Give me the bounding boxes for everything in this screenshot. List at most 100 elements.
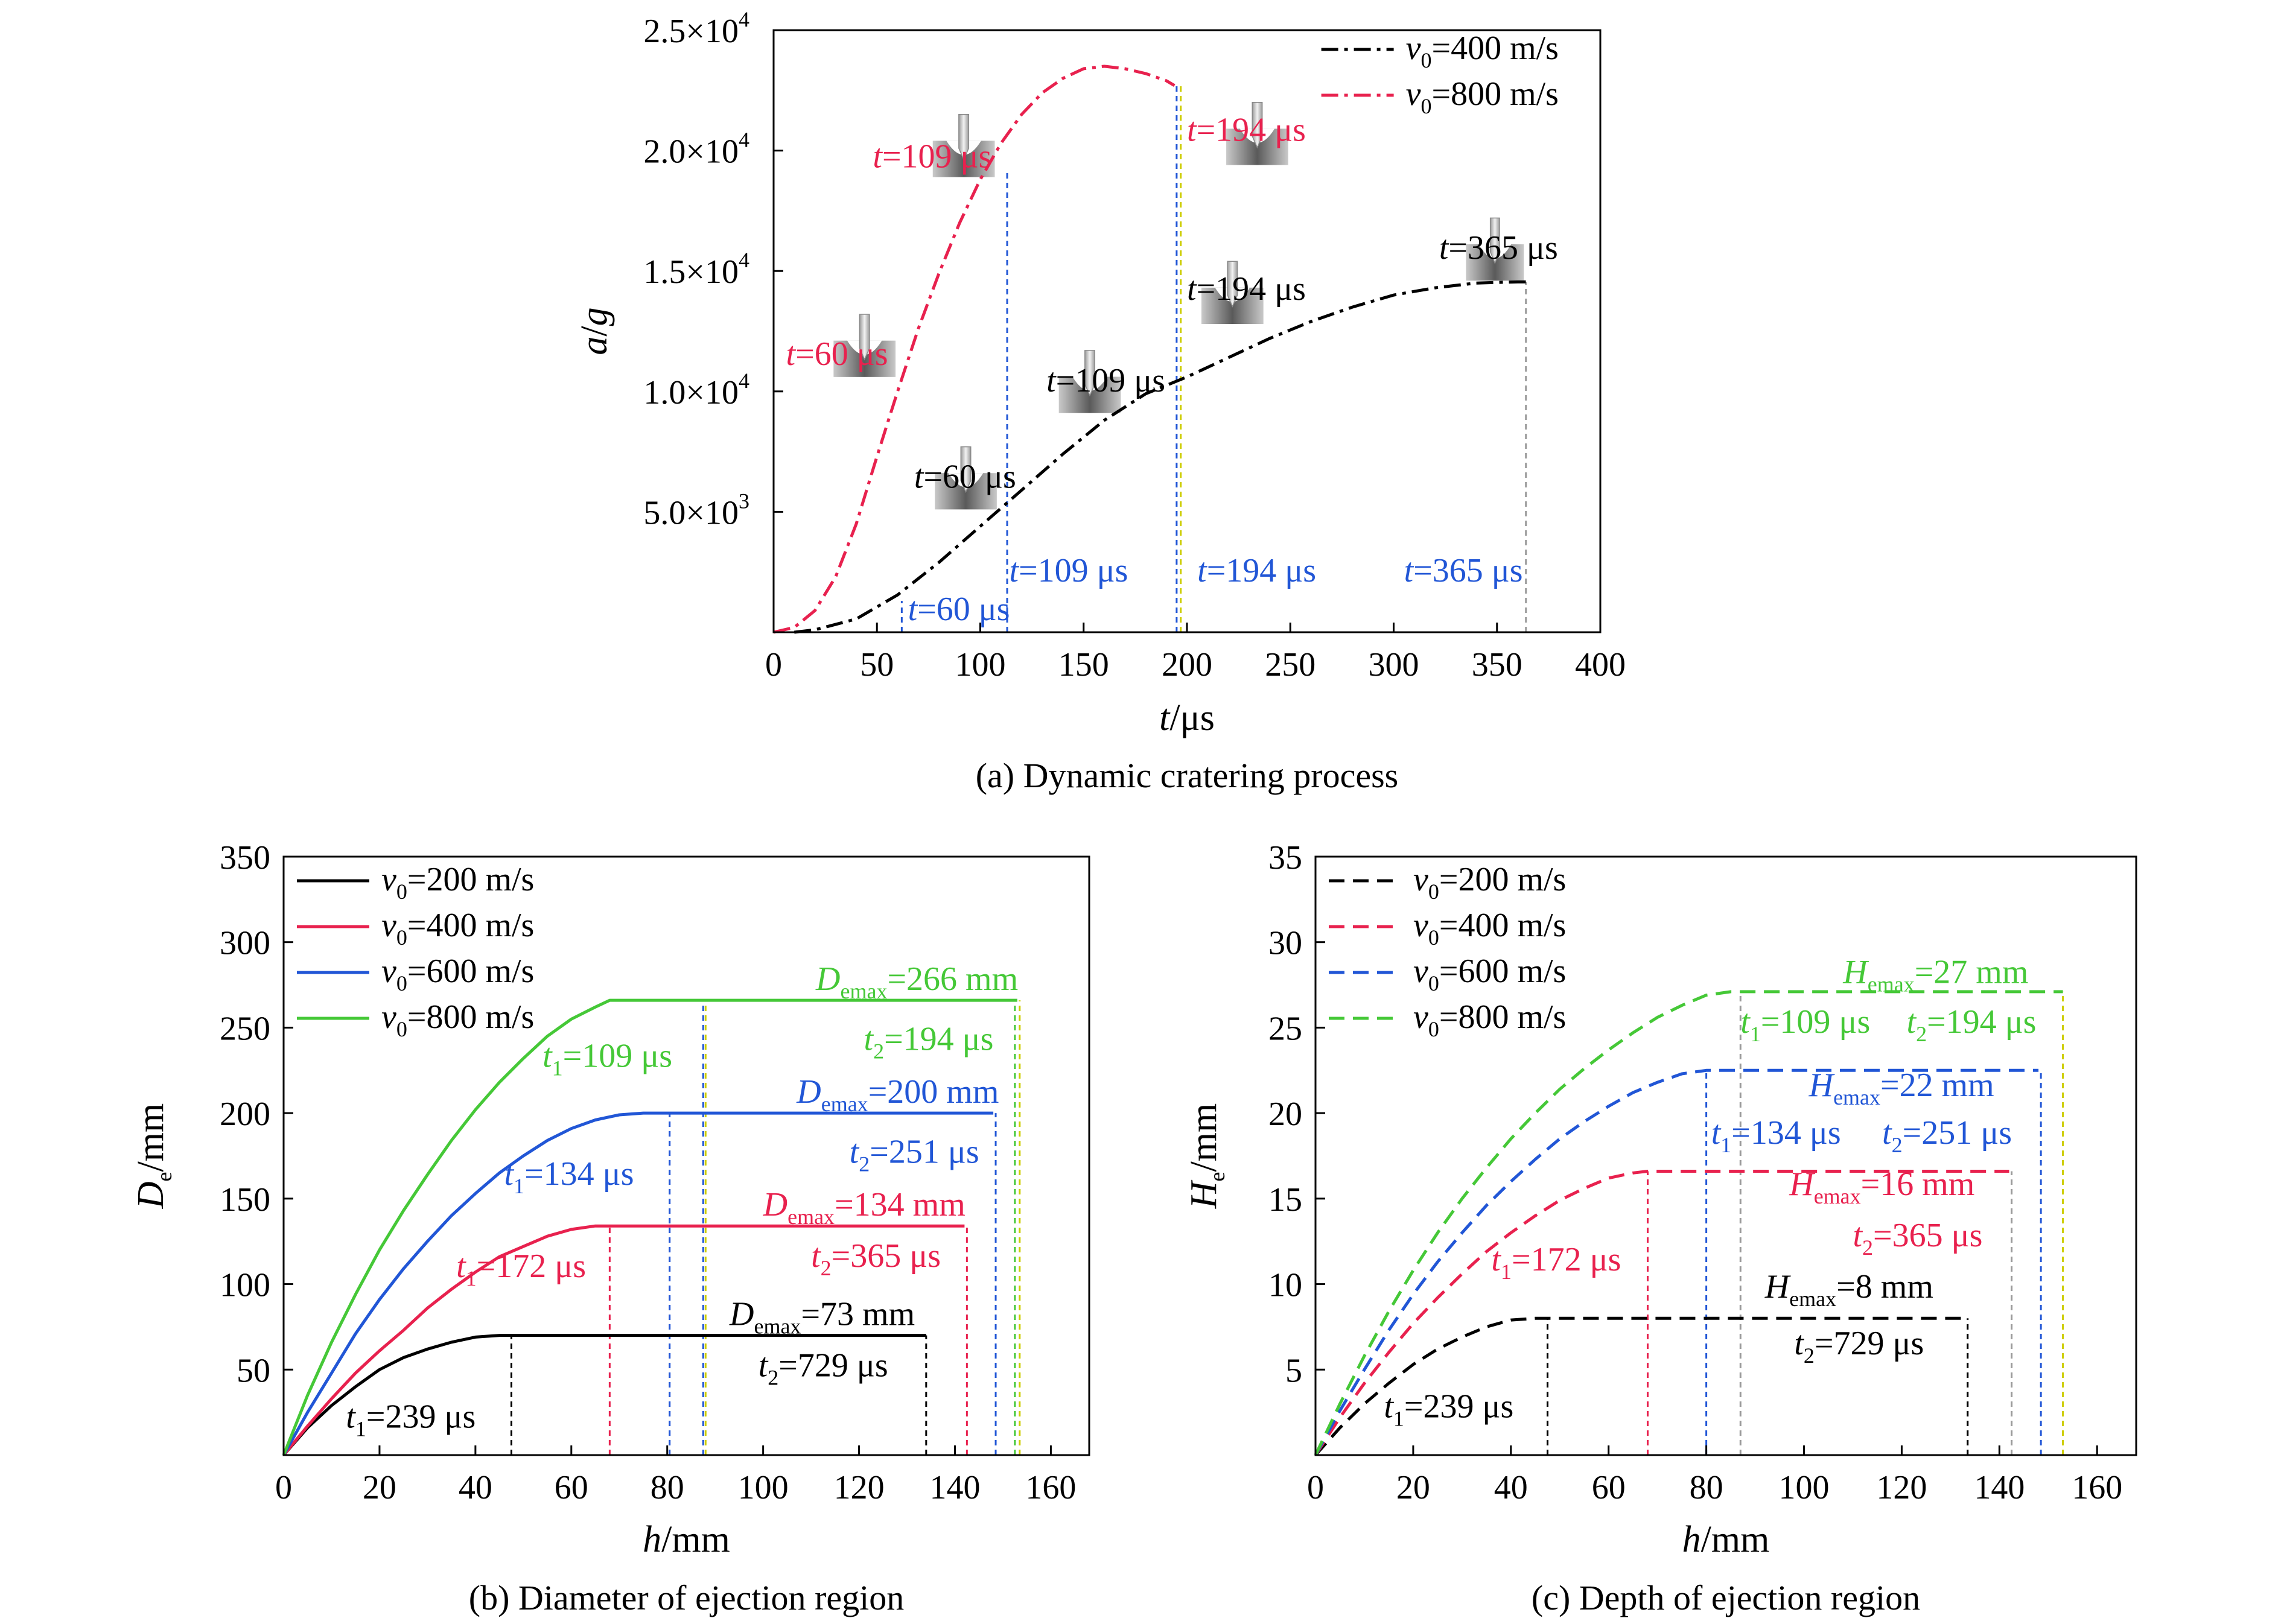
series-line [794,280,1529,634]
annotation-label: t=194 μs [1197,552,1316,589]
crater-snapshot [935,446,997,510]
crater-snapshot [1201,261,1264,325]
x-tick-label: 80 [1690,1469,1723,1506]
x-tick-label: 60 [1592,1469,1626,1506]
x-axis-label: h/mm [643,1519,730,1560]
series-line [1314,1170,2009,1456]
panel-c-depth: 0 20 40 60 80 100 120 140 160 5 10 15 20 25 30 35 Hemax… [1183,839,2137,1617]
series-line [1314,1068,2039,1456]
y-axis-label: De/mm [130,1103,176,1209]
y-tick-label: 2.5×104 [643,7,749,50]
x-axis-label: t/μs [1159,697,1215,738]
x-axis-label: h/mm [1682,1519,1770,1560]
annotation-label: t=194 μs [1187,112,1306,149]
legend-label: v0=800 m/s [1406,75,1559,118]
y-tick-label: 35 [1268,839,1302,877]
caption-b: (b) Diameter of ejection region [469,1578,904,1617]
y-tick-label: 200 [220,1096,270,1133]
y-tick-label: 350 [220,839,270,877]
annotation-label: t=60 μs [908,591,1010,628]
annotation-label: t1=239 μs [346,1398,476,1441]
x-tick-label: 150 [1058,646,1109,684]
x-tick-label: 300 [1369,646,1419,684]
x-tick-label: 40 [459,1469,492,1506]
x-tick-label: 140 [930,1469,981,1506]
x-tick-label: 20 [363,1469,396,1506]
x-tick-label: 50 [860,646,894,684]
diameter-series [282,998,1017,1456]
series-line [773,65,1175,634]
x-tick-label: 40 [1494,1469,1528,1506]
x-tick-label: 100 [738,1469,789,1506]
annotation-label: t1=109 μs [1740,1003,1870,1046]
series-line [282,1111,994,1456]
legend-label: v0=800 m/s [381,998,534,1041]
annotation-label: t=109 μs [1009,552,1128,589]
series-line [282,1334,926,1456]
caption-a: (a) Dynamic cratering process [976,756,1399,795]
y-tick-label: 1.5×104 [643,248,749,291]
y-tick-label: 100 [220,1267,270,1304]
y-tick-label: 300 [220,925,270,962]
annotation-label: t1=134 μs [504,1155,634,1198]
axis-ticks: 0 50 100 150 200 250 300 350 400 5.0×103 1.0×104 1.… [643,7,1626,684]
x-tick-label: 160 [1025,1469,1076,1506]
annotation-label: t2=365 μs [811,1237,941,1280]
x-tick-label: 120 [834,1469,885,1506]
crater-snapshot [1058,350,1121,413]
annotation-label: t=194 μs [1187,270,1306,308]
y-tick-label: 5 [1285,1352,1302,1389]
y-tick-label: 30 [1268,925,1302,962]
crater-snapshot [932,113,995,177]
annotation-label: t=365 μs [1404,552,1523,589]
annotation-label: Demax=266 mm [815,960,1018,1003]
plot-frame [282,855,1090,1456]
x-tick-label: 0 [275,1469,292,1506]
legend-label: v0=400 m/s [381,907,534,950]
x-tick-label: 140 [1974,1469,2025,1506]
crater-snapshot [833,314,896,377]
series-line [1314,990,2063,1456]
y-tick-label: 50 [237,1352,270,1389]
annotation-label: t=60 μs [786,335,888,373]
acceleration-series [773,65,1529,634]
panel-b-diameter: 0 20 40 60 80 100 120 140 160 50 100 150 200 250 300 35… [130,839,1090,1617]
axis-ticks: 0 20 40 60 80 100 120 140 160 50 100 150 200 250 300 35… [220,839,1076,1506]
annotation-label: t1=172 μs [1491,1241,1621,1284]
annotation-label: t1=134 μs [1711,1114,1841,1157]
legend-label: v0=800 m/s [1413,998,1566,1041]
y-tick-label: 1.0×104 [643,369,749,411]
y-tick-label: 2.0×104 [643,128,749,171]
x-tick-label: 400 [1575,646,1626,684]
annotation-label: t=365 μs [1439,229,1558,267]
legend: v0=400 m/sv0=800 m/s [1321,30,1559,118]
value-annotations: Hemax=27 mm t1=109 μs t2=194 μs Hemax=22 mm… [1384,954,2036,1431]
annotation-label: t2=729 μs [1794,1325,1924,1368]
annotation-label: t=109 μs [1046,362,1165,399]
x-tick-label: 160 [2072,1469,2122,1506]
y-tick-label: 20 [1268,1096,1302,1133]
x-tick-label: 350 [1472,646,1522,684]
annotation-label: Hemax=22 mm [1809,1067,1994,1109]
annotation-label: t1=239 μs [1384,1388,1513,1431]
legend-label: v0=400 m/s [1413,907,1566,950]
panel-a-dynamic-cratering: 0 50 100 150 200 250 300 350 400 5.0×103 1.0×104 1.… [574,7,1626,795]
annotation-label: t2=365 μs [1853,1217,1982,1260]
annotation-label: Demax=200 mm [796,1073,999,1116]
time-marker-lines [1547,991,2064,1455]
x-tick-label: 100 [1779,1469,1830,1506]
x-tick-label: 0 [1307,1469,1324,1506]
x-tick-label: 80 [651,1469,684,1506]
time-annotations: t=109 μs t=194 μs t=60 μs t=194 μs t=365 μs t… [786,112,1558,628]
annotation-label: Hemax=8 mm [1764,1268,1933,1311]
annotation-label: Demax=134 mm [763,1186,966,1229]
crater-snapshot [1226,102,1288,165]
crater-snapshot [1466,217,1524,281]
annotation-label: t2=729 μs [759,1347,888,1390]
legend-label: v0=200 m/s [381,861,534,904]
y-tick-label: 5.0×103 [643,489,749,531]
series-line [1314,1316,1965,1456]
annotation-label: t2=251 μs [850,1133,979,1176]
value-annotations: Demax=266 mm t2=194 μs t1=109 μs Demax=200 … [346,960,1018,1441]
